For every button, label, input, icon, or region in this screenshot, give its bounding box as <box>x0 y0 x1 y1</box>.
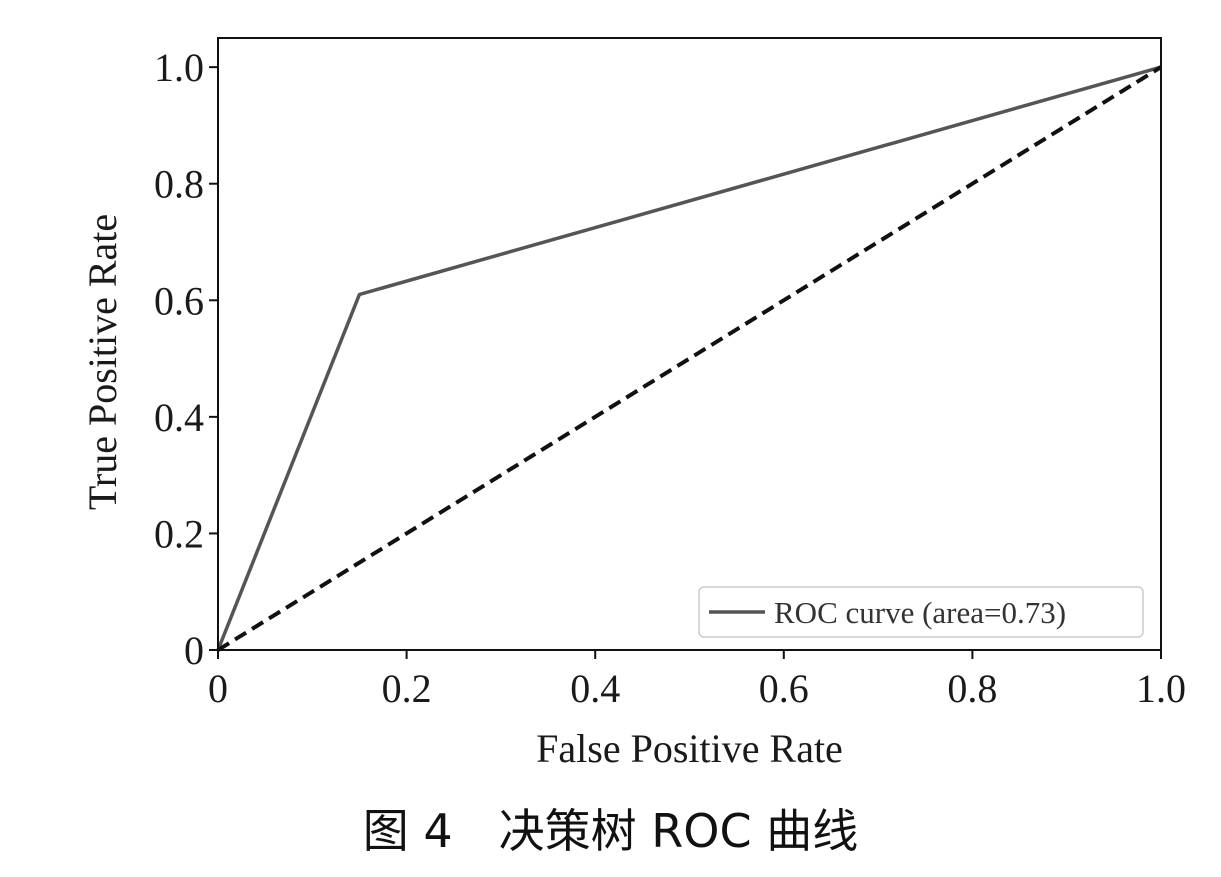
x-tick-label: 0.2 <box>382 666 432 711</box>
x-axis-title: False Positive Rate <box>536 726 843 771</box>
plot-area <box>216 65 1163 652</box>
plot-frame <box>217 37 1162 651</box>
legend-box <box>698 586 1144 638</box>
legend: ROC curve (area=0.73) <box>698 586 1144 638</box>
figure-caption: 图 4 决策树 ROC 曲线 <box>362 804 859 858</box>
y-tick-label: 0.6 <box>154 278 204 323</box>
y-tick-label: 0.2 <box>154 511 204 556</box>
y-tick-label: 0.8 <box>154 162 204 207</box>
x-tick-label: 0.8 <box>947 666 997 711</box>
legend-label: ROC curve (area=0.73) <box>774 595 1066 630</box>
roc-curve-line <box>216 65 1162 651</box>
y-tick-label: 1.0 <box>154 45 204 90</box>
y-tick-label: 0.4 <box>154 395 204 440</box>
x-tick-label: 0.6 <box>759 666 809 711</box>
x-tick-label: 0.4 <box>570 666 620 711</box>
y-tick-label: 0 <box>184 628 204 673</box>
axes: 0 0.2 0.4 0.6 0.8 1.0 0 0.2 0.4 0.6 0.8 1.0 False Po… <box>80 37 1186 771</box>
x-tick-label: 0 <box>208 666 228 711</box>
roc-chart: 0 0.2 0.4 0.6 0.8 1.0 0 0.2 0.4 0.6 0.8 1.0 False Po… <box>80 37 1186 771</box>
chance-diagonal-line <box>216 65 1163 652</box>
y-axis-title: True Positive Rate <box>80 214 125 510</box>
x-tick-label: 1.0 <box>1136 666 1186 711</box>
